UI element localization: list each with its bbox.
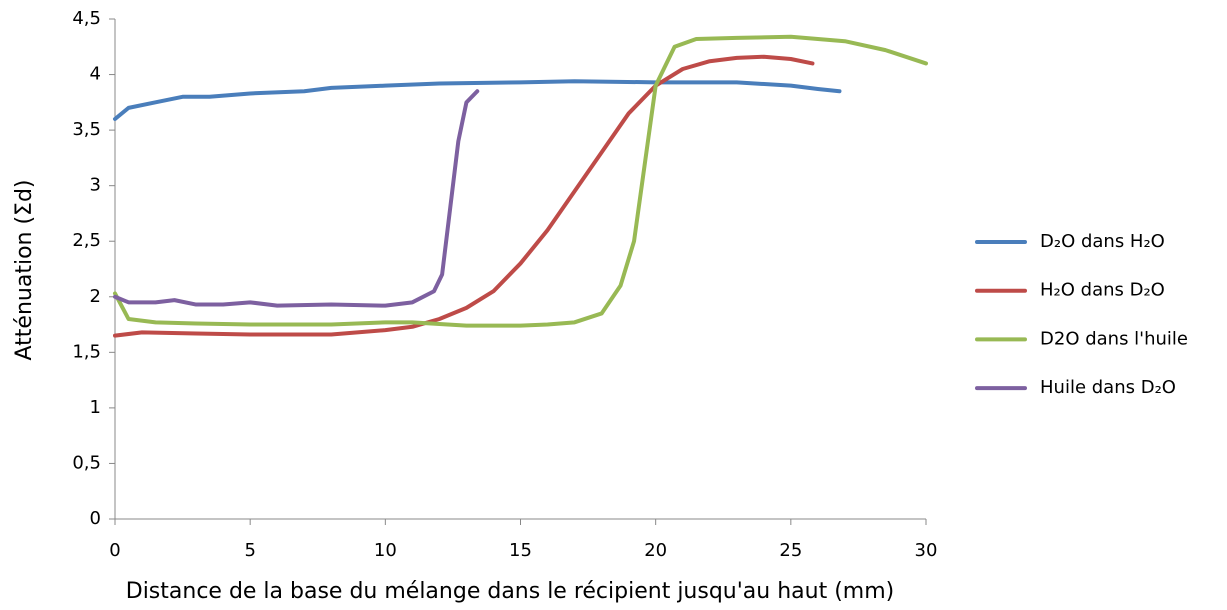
x-tick-label: 20 xyxy=(644,540,667,561)
y-axis-title: Atténuation (Σd) xyxy=(12,180,37,361)
series-line xyxy=(113,34,928,328)
series-line xyxy=(113,54,815,338)
legend-label: D2O dans l'huile xyxy=(1040,328,1188,349)
y-tick-label: 2,5 xyxy=(72,230,101,251)
x-tick-label: 5 xyxy=(244,540,255,561)
legend-label: D₂O dans H₂O xyxy=(1040,231,1165,252)
y-tick-label: 1,5 xyxy=(72,341,101,362)
x-tick-label: 30 xyxy=(915,540,938,561)
y-tick-label: 4 xyxy=(90,64,101,85)
series-line xyxy=(113,79,842,121)
y-tick-label: 2 xyxy=(90,286,101,307)
y-tick-label: 4,5 xyxy=(72,8,101,29)
legend-label: H₂O dans D₂O xyxy=(1040,280,1165,301)
y-tick-label: 0,5 xyxy=(72,452,101,473)
y-tick-label: 0 xyxy=(90,508,101,529)
x-tick-label: 10 xyxy=(374,540,397,561)
x-tick-label: 0 xyxy=(109,540,120,561)
y-tick-label: 3,5 xyxy=(72,119,101,140)
series-line xyxy=(113,89,480,308)
legend-label: Huile dans D₂O xyxy=(1040,377,1176,398)
y-tick-label: 1 xyxy=(90,397,101,418)
y-tick-label: 3 xyxy=(90,175,101,196)
x-tick-label: 25 xyxy=(779,540,802,561)
x-tick-label: 15 xyxy=(509,540,532,561)
x-axis-title: Distance de la base du mélange dans le r… xyxy=(126,579,894,604)
